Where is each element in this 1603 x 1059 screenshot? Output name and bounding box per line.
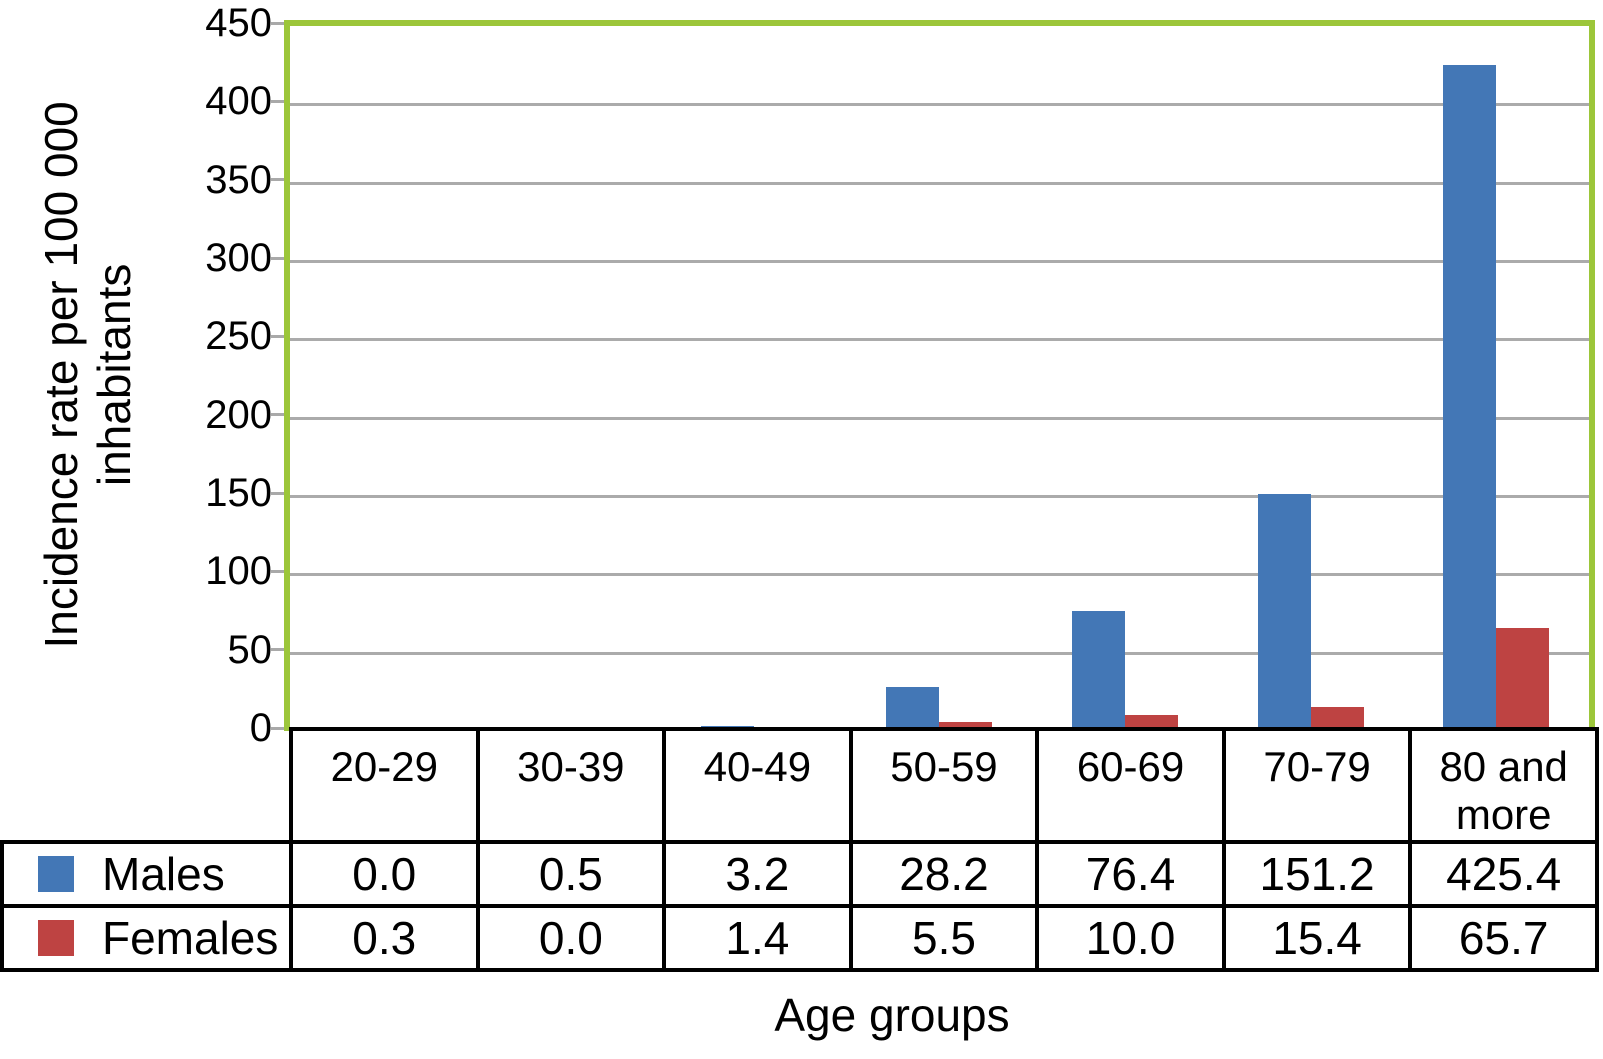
data-table: 20-29 30-39 40-49 50-59 60-69 70-79 80 and mor…	[0, 727, 1599, 972]
y-tick-label-400: 400	[205, 79, 272, 124]
gridline-300	[290, 259, 1589, 263]
bar-males-60-69	[1072, 611, 1126, 731]
bar-males-50-59	[886, 687, 940, 731]
y-tick-label-200: 200	[205, 392, 272, 437]
legend-swatch-males	[38, 855, 74, 892]
value-cell-females-40-49: 1.4	[662, 903, 853, 972]
gridline-100	[290, 572, 1589, 576]
x-axis-label: Age groups	[774, 989, 1010, 1041]
value-cell-females-30-39: 0.0	[475, 903, 667, 972]
value-cell-males-30-39: 0.5	[475, 839, 667, 908]
header-cell-70-79: 70-79	[1221, 727, 1413, 844]
bar-females-80-and-more	[1496, 628, 1550, 731]
bar-females-50-59	[939, 722, 993, 731]
gridline-50	[290, 651, 1589, 655]
bar-group-70-79	[1218, 26, 1404, 731]
y-tick-mark-150	[271, 491, 288, 495]
y-tick-label-250: 250	[205, 314, 272, 359]
value-cell-females-70-79: 15.4	[1221, 903, 1413, 972]
bar-group-30-39	[476, 26, 662, 731]
gridline-200	[290, 416, 1589, 420]
bar-females-60-69	[1125, 715, 1179, 731]
value-cell-males-50-59: 28.2	[848, 839, 1040, 908]
legend-swatch-females	[38, 919, 74, 956]
bar-group-50-59	[847, 26, 1033, 731]
bar-females-70-79	[1310, 707, 1364, 731]
y-tick-mark-400	[271, 99, 288, 103]
y-tick-label-100: 100	[205, 549, 272, 594]
y-tick-label-50: 50	[227, 627, 273, 672]
y-tick-mark-200	[271, 413, 288, 417]
y-tick-mark-450	[271, 21, 288, 25]
value-cell-males-70-79: 151.2	[1221, 839, 1413, 908]
y-tick-label-450: 450	[205, 1, 272, 45]
header-cell-30-39: 30-39	[475, 727, 667, 844]
legend-label-females: Females	[102, 911, 279, 964]
value-cell-males-20-29: 0.0	[289, 839, 480, 908]
gridline-350	[290, 181, 1589, 185]
legend-label-males: Males	[102, 847, 225, 900]
y-tick-label-150: 150	[205, 471, 272, 515]
bars-layer	[290, 26, 1589, 731]
bar-group-60-69	[1032, 26, 1218, 731]
bar-males-80-and-more	[1443, 65, 1497, 731]
value-cell-males-80-and-more: 425.4	[1408, 839, 1599, 908]
gridline-150	[290, 494, 1589, 498]
header-cell-60-69: 60-69	[1035, 727, 1226, 844]
y-tick-mark-300	[271, 256, 288, 260]
bar-males-70-79	[1257, 494, 1311, 731]
header-spacer-cell	[2, 729, 291, 842]
bar-group-40-49	[661, 26, 847, 731]
gridline-250	[290, 337, 1589, 341]
value-cell-females-50-59: 5.5	[848, 903, 1040, 972]
value-cell-males-60-69: 76.4	[1035, 839, 1226, 908]
y-tick-label-350: 350	[205, 157, 272, 202]
value-cell-females-60-69: 10.0	[1035, 903, 1226, 972]
header-cell-20-29: 20-29	[289, 727, 480, 844]
y-tick-mark-350	[271, 178, 288, 182]
y-tick-label-300: 300	[205, 236, 272, 280]
value-cell-females-20-29: 0.3	[289, 903, 480, 972]
y-tick-mark-100	[271, 569, 288, 573]
y-tick-mark-250	[271, 334, 288, 338]
y-tick-mark-50	[271, 648, 288, 652]
legend-cell-males: Males	[0, 839, 293, 908]
y-axis-title-line2: inhabitants	[88, 263, 141, 487]
bar-group-20-29	[290, 26, 476, 731]
y-tick-mark-0	[271, 726, 288, 730]
header-cell-80-and-more: 80 and more	[1408, 727, 1599, 844]
header-cell-50-59: 50-59	[848, 727, 1040, 844]
plot-area	[284, 20, 1595, 731]
value-cell-males-40-49: 3.2	[662, 839, 853, 908]
bar-group-80-and-more	[1403, 26, 1589, 731]
gridline-400	[290, 102, 1589, 106]
value-cell-females-80-and-more: 65.7	[1408, 903, 1599, 972]
y-axis-title: Incidence rate per 100 000 inhabitants	[35, 101, 141, 648]
y-tick-label-0: 0	[249, 706, 272, 750]
y-axis-title-line1: Incidence rate per 100 000	[35, 101, 88, 649]
header-cell-40-49: 40-49	[662, 727, 853, 844]
legend-cell-females: Females	[0, 903, 293, 972]
